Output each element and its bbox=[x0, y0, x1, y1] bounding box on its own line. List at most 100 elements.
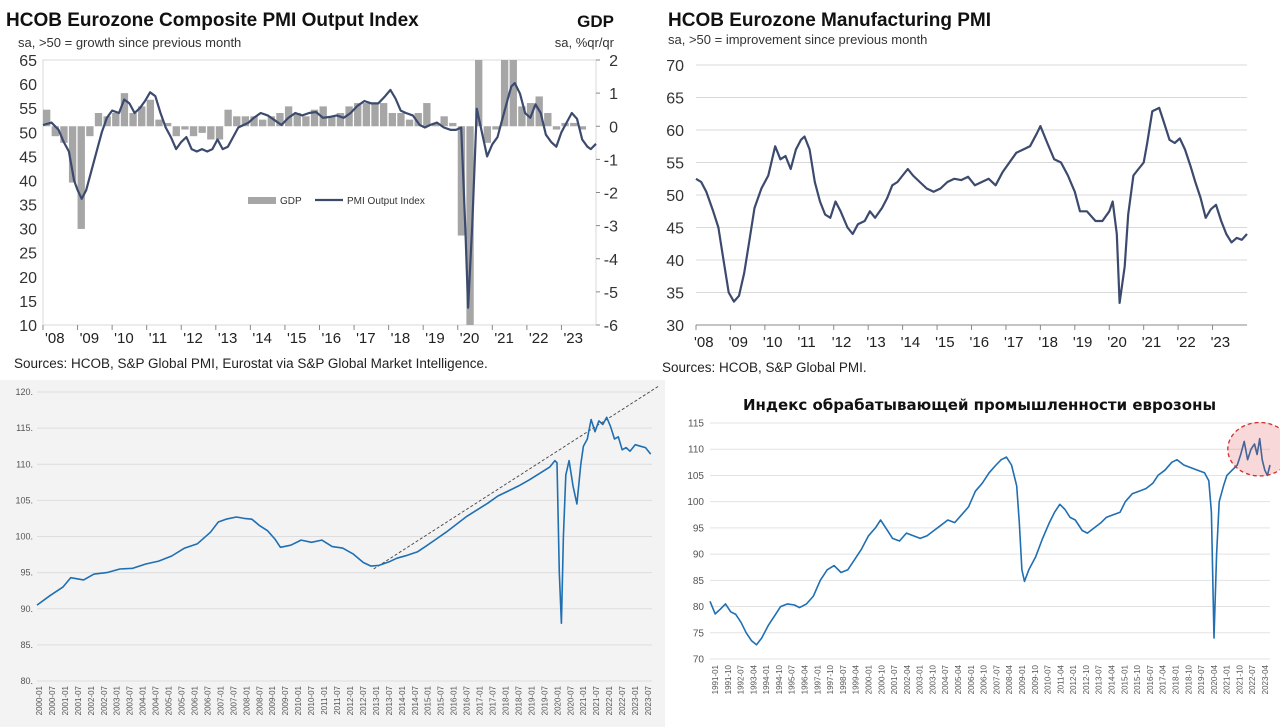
x-tick-label: 2011-04 bbox=[1056, 664, 1065, 693]
gdp-bar bbox=[181, 126, 189, 130]
x-tick-label: '22 bbox=[529, 330, 549, 347]
y-tick-label: 35 bbox=[19, 198, 37, 215]
y-tick-label: 115 bbox=[688, 419, 704, 430]
x-tick-label: 2010-07 bbox=[307, 685, 316, 715]
y-tick-label: 65 bbox=[19, 53, 37, 70]
x-tick-label: '13 bbox=[218, 330, 238, 347]
x-tick-label: '14 bbox=[252, 330, 272, 347]
gdp-bar bbox=[163, 122, 172, 127]
gdp-bar bbox=[552, 126, 561, 130]
gdp-bar bbox=[388, 113, 396, 127]
y-tick-label: 100. bbox=[15, 532, 33, 542]
x-tick-label: 2005-07 bbox=[178, 685, 187, 715]
legend-gdp-swatch bbox=[248, 197, 276, 204]
production-index-chart: 80. 85. 90. 95. 100. 105. 110. 115. 120. 2000-01 2… bbox=[15, 385, 659, 715]
x-tick-label: 2007-07 bbox=[229, 685, 238, 715]
x-tick-label: '11 bbox=[149, 330, 167, 347]
x-tick-label: '13 bbox=[866, 334, 886, 351]
manufacturing-index-line bbox=[709, 437, 1271, 646]
x-tick-label: 2012-01 bbox=[346, 685, 355, 715]
y-tick-label: 105 bbox=[687, 471, 704, 482]
gdp-bar bbox=[544, 113, 552, 127]
x-tick-label: 1991-10 bbox=[724, 664, 733, 694]
y-tick-label: 110. bbox=[16, 459, 33, 469]
y-tick-label: 20 bbox=[19, 270, 37, 287]
x-tick-label: 2019-01 bbox=[527, 685, 536, 715]
y2-tick-label: -2 bbox=[604, 186, 618, 203]
x-tick-label: 2008-01 bbox=[242, 685, 251, 715]
gdp-bar bbox=[371, 103, 379, 127]
gdp-bar bbox=[215, 126, 224, 140]
x-tick-label: 2023-01 bbox=[631, 685, 640, 715]
gdp-bar bbox=[570, 122, 578, 127]
x-tick-label: 2006-07 bbox=[203, 685, 212, 715]
gdp-bar bbox=[112, 113, 120, 127]
x-tick-label: 2011-01 bbox=[320, 685, 329, 714]
gdp-bar bbox=[68, 126, 77, 183]
x-tick-label: '17 bbox=[356, 330, 376, 347]
y-tick-label: 65 bbox=[666, 91, 684, 108]
eurozone-manufacturing-index-panel: Индекс обрабатывающей промышленности евр… bbox=[665, 380, 1280, 727]
y-tick-label: 35 bbox=[666, 286, 684, 303]
x-tick-label: 2021-07 bbox=[592, 685, 601, 715]
y2-tick-label: -5 bbox=[604, 285, 618, 302]
gdp-bar bbox=[51, 126, 59, 137]
x-tick-label: 2005-04 bbox=[954, 664, 963, 694]
y2-tick-label: -3 bbox=[604, 219, 618, 236]
gdp-bar bbox=[457, 126, 466, 236]
x-tick-label: 1997-01 bbox=[813, 664, 822, 694]
x-tick-label: 2011-07 bbox=[333, 685, 342, 714]
gdp-bar bbox=[414, 113, 422, 127]
x-tick-label: '22 bbox=[1176, 334, 1196, 351]
highlight-ellipse bbox=[1227, 421, 1280, 477]
y-tick-label: 50 bbox=[666, 188, 684, 205]
pmi-output-line bbox=[42, 82, 597, 309]
x-tick-label: 2013-07 bbox=[385, 685, 394, 715]
x-tick-label: '23 bbox=[1211, 334, 1231, 351]
gdp-bar bbox=[379, 103, 388, 127]
gdp-bar bbox=[276, 113, 284, 127]
gdp-bar bbox=[120, 93, 129, 127]
x-tick-label: '16 bbox=[970, 334, 990, 351]
y2-tick-label: -4 bbox=[604, 252, 618, 269]
y-tick-label: 85 bbox=[693, 576, 705, 587]
gdp-bar bbox=[354, 103, 362, 127]
x-tick-label: 2013-01 bbox=[372, 685, 381, 715]
x-tick-label: 2001-07 bbox=[890, 664, 899, 694]
x-tick-label: '15 bbox=[287, 330, 307, 347]
gdp-bar bbox=[362, 103, 371, 127]
x-tick-label: '19 bbox=[1073, 334, 1093, 351]
x-tick-label: 1998-07 bbox=[839, 664, 848, 694]
gdp-bar bbox=[466, 126, 474, 325]
x-tick-label: 2017-07 bbox=[489, 685, 498, 715]
gdp-bar bbox=[259, 119, 267, 127]
x-tick-label: 2000-01 bbox=[864, 664, 873, 694]
x-tick-label: 1995-07 bbox=[788, 664, 797, 694]
x-tick-label: 2003-10 bbox=[928, 664, 937, 694]
y-tick-label: 55 bbox=[666, 156, 684, 173]
x-tick-label: 2023-07 bbox=[644, 685, 653, 715]
x-tick-label: '15 bbox=[935, 334, 955, 351]
gdp-bar bbox=[509, 60, 517, 127]
gdp-bar bbox=[518, 106, 526, 127]
y-tick-label: 30 bbox=[666, 318, 684, 335]
x-tick-label: 2007-01 bbox=[216, 685, 225, 715]
x-tick-label: '12 bbox=[183, 330, 203, 347]
gdp-bar bbox=[198, 126, 206, 133]
gdp-bar bbox=[207, 126, 215, 140]
gdp-bar bbox=[233, 116, 241, 127]
gdp-bar bbox=[423, 103, 431, 127]
x-tick-label: 2015-07 bbox=[437, 685, 446, 715]
gdp-bar bbox=[483, 126, 492, 143]
x-tick-label: 2001-07 bbox=[74, 685, 83, 715]
x-tick-label: 2019-07 bbox=[1197, 664, 1206, 694]
y-tick-label: 100 bbox=[687, 497, 704, 508]
x-tick-label: 2017-01 bbox=[476, 685, 485, 715]
x-tick-label: 1996-04 bbox=[801, 664, 810, 694]
x-tick-label: '18 bbox=[1038, 334, 1058, 351]
x-tick-label: 2012-07 bbox=[359, 685, 368, 715]
x-tick-label: 2022-07 bbox=[618, 685, 627, 715]
x-tick-label: '20 bbox=[1107, 334, 1127, 351]
gdp-bar bbox=[284, 106, 293, 127]
x-tick-label: 2008-07 bbox=[255, 685, 264, 715]
